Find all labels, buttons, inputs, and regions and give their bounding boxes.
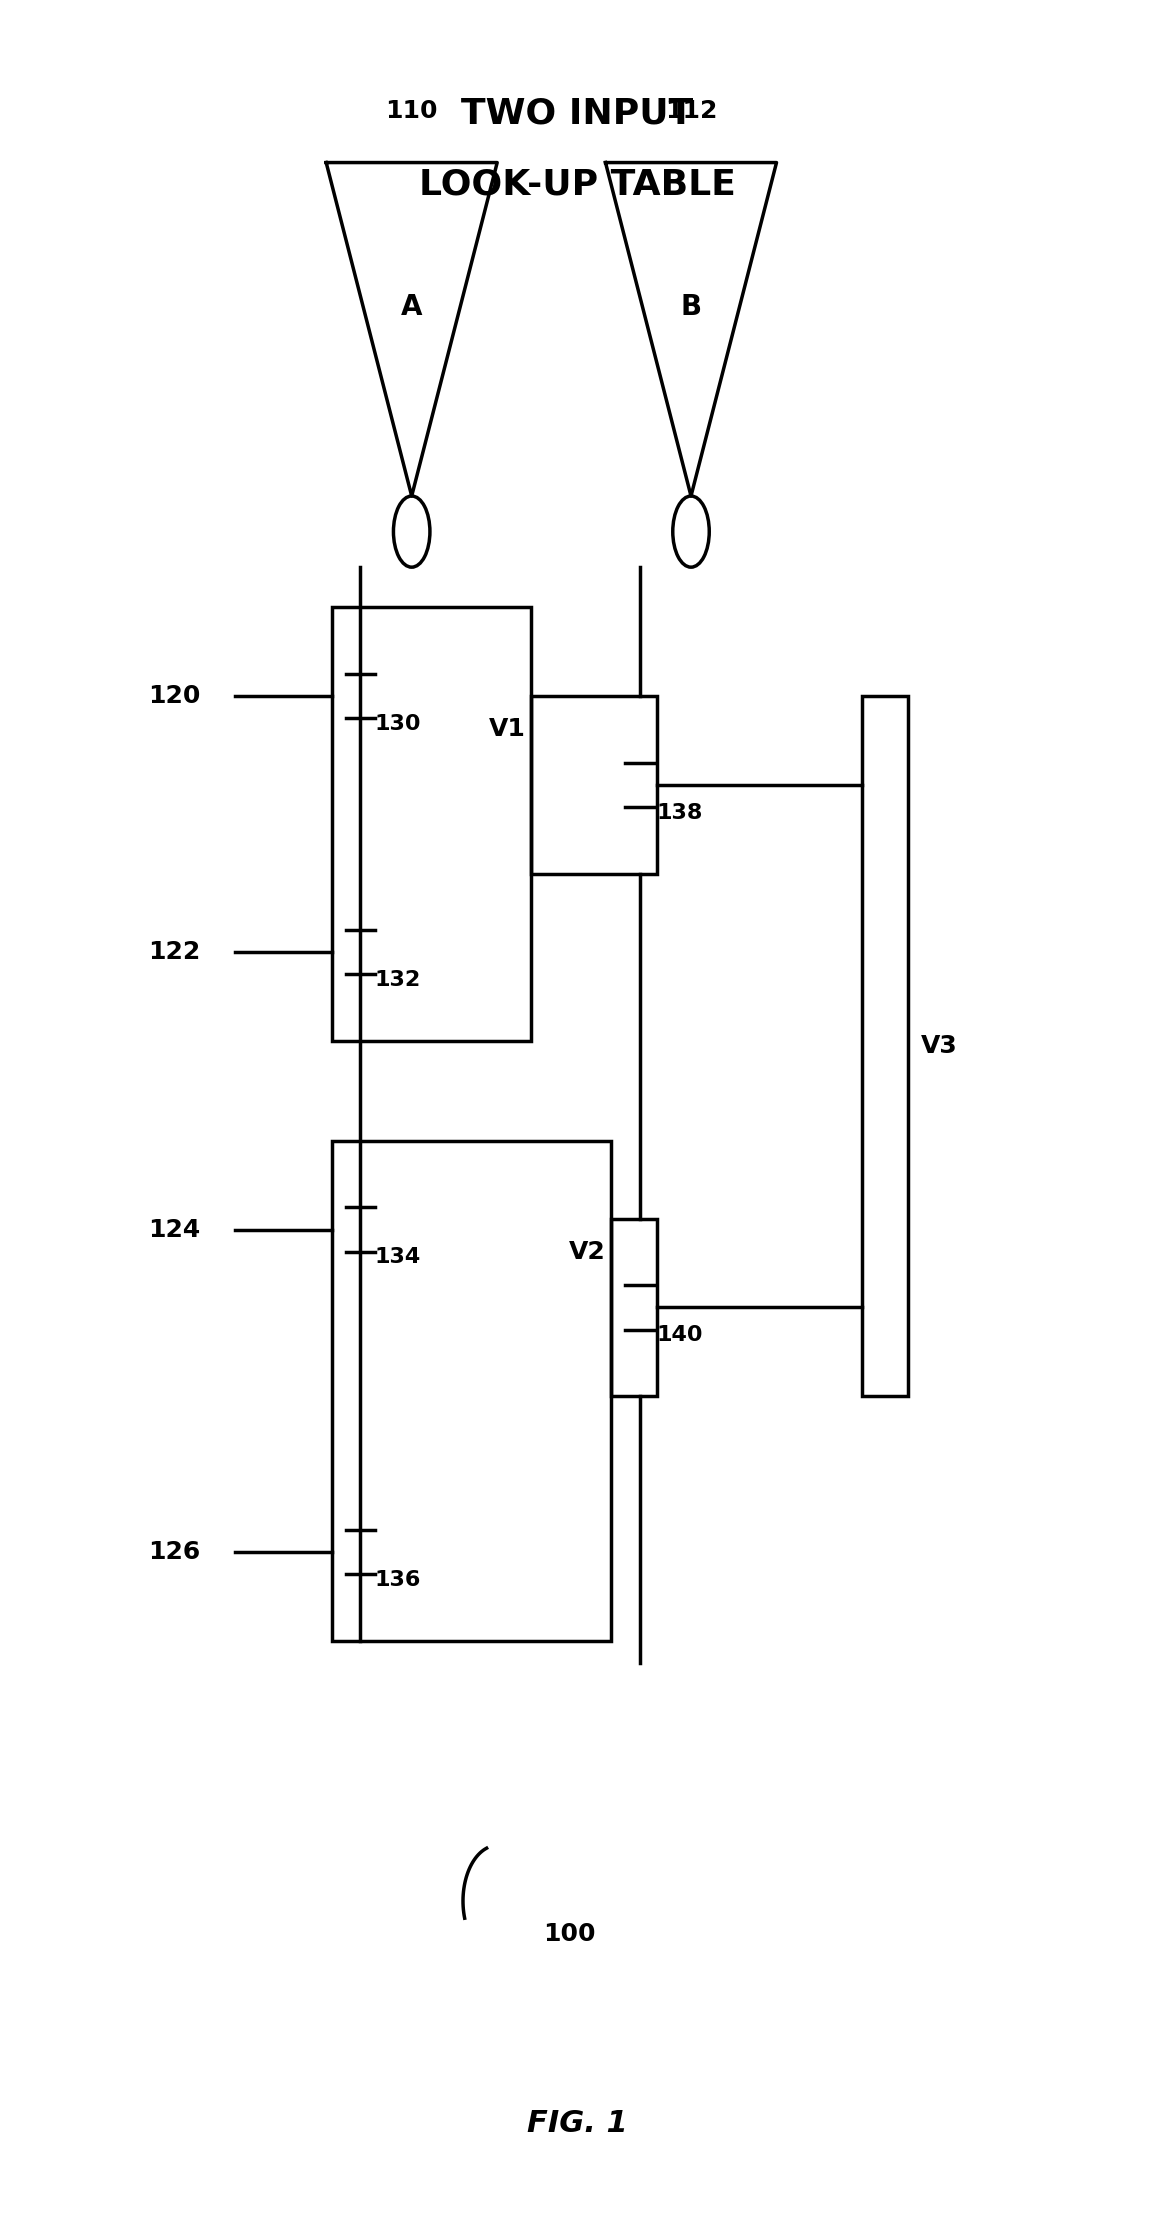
Bar — [612, 1219, 657, 1396]
Text: 124: 124 — [149, 1217, 201, 1242]
Text: V1: V1 — [489, 718, 526, 740]
Text: 140: 140 — [657, 1324, 703, 1344]
Text: 134: 134 — [374, 1248, 420, 1268]
Text: 110: 110 — [385, 98, 437, 123]
Text: 130: 130 — [374, 714, 420, 734]
Text: TWO INPUT: TWO INPUT — [460, 96, 694, 130]
Bar — [862, 696, 908, 1396]
Bar — [332, 606, 531, 1040]
Text: 100: 100 — [542, 1922, 595, 1946]
Text: 136: 136 — [374, 1570, 420, 1591]
Text: 126: 126 — [149, 1539, 201, 1564]
Text: 112: 112 — [665, 98, 717, 123]
Bar — [531, 696, 657, 875]
Bar — [332, 1141, 612, 1642]
Text: 120: 120 — [149, 685, 201, 709]
Text: V3: V3 — [921, 1033, 958, 1058]
Text: B: B — [681, 293, 702, 322]
Text: 132: 132 — [374, 969, 420, 989]
Text: FIG. 1: FIG. 1 — [526, 2109, 628, 2139]
Text: LOOK-UP TABLE: LOOK-UP TABLE — [419, 168, 735, 201]
Text: 122: 122 — [149, 940, 201, 964]
Text: V2: V2 — [569, 1239, 606, 1264]
Text: 138: 138 — [657, 803, 703, 823]
Text: A: A — [400, 293, 422, 322]
